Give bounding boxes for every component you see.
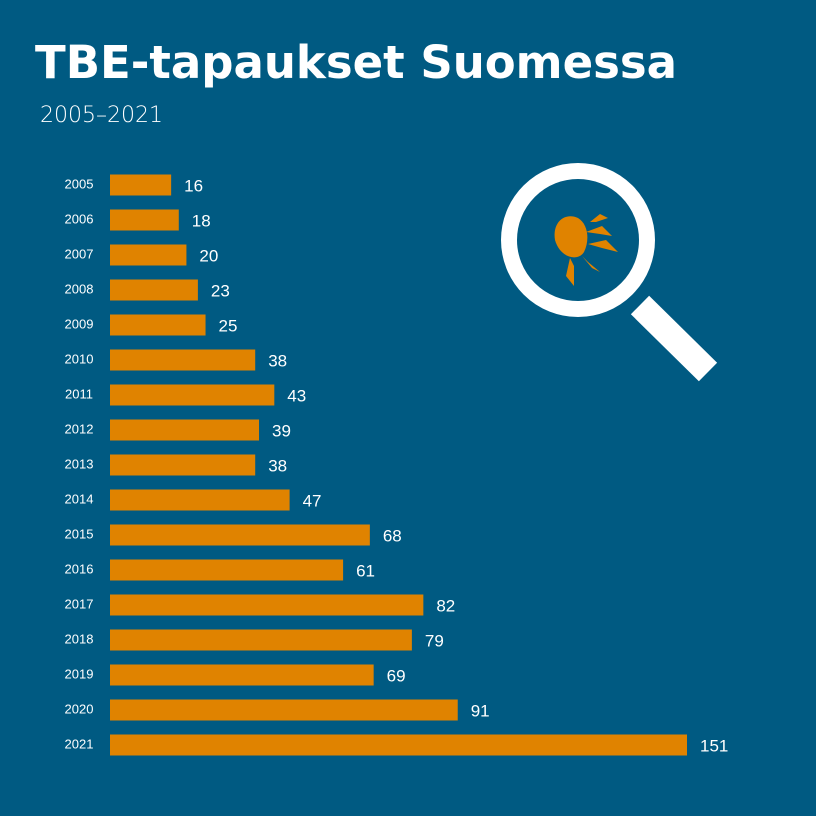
value-label: 43 — [287, 386, 306, 405]
y-tick-label: 2019 — [65, 666, 94, 681]
y-tick-label: 2017 — [65, 596, 94, 611]
value-label: 23 — [211, 281, 230, 300]
value-label: 25 — [219, 316, 238, 335]
bar — [110, 314, 206, 336]
chart-title: TBE-tapaukset Suomessa — [35, 36, 677, 89]
value-label: 38 — [268, 351, 287, 370]
tick-leg — [586, 226, 612, 236]
value-label: 79 — [425, 631, 444, 650]
bar — [110, 349, 256, 371]
value-label: 82 — [436, 596, 455, 615]
bar — [110, 489, 290, 511]
y-tick-label: 2010 — [65, 351, 94, 366]
y-tick-label: 2016 — [65, 561, 94, 576]
value-label: 151 — [700, 736, 728, 755]
bar — [110, 629, 412, 651]
y-tick-label: 2011 — [65, 386, 93, 401]
y-tick-label: 2021 — [65, 736, 94, 751]
value-label: 38 — [268, 456, 287, 475]
value-label: 47 — [303, 491, 322, 510]
bar — [110, 524, 370, 546]
tick-leg — [566, 258, 574, 286]
bar — [110, 209, 179, 231]
bar — [110, 699, 458, 721]
bar — [110, 244, 187, 266]
value-label: 20 — [199, 246, 218, 265]
y-tick-label: 2020 — [65, 701, 94, 716]
y-tick-label: 2012 — [65, 421, 94, 436]
value-label: 68 — [383, 526, 402, 545]
bar — [110, 734, 687, 756]
bar — [110, 419, 260, 441]
value-label: 39 — [272, 421, 291, 440]
magnifier-handle — [630, 295, 718, 382]
y-tick-label: 2006 — [65, 211, 94, 226]
y-tick-label: 2018 — [65, 631, 94, 646]
y-tick-label: 2009 — [65, 316, 94, 331]
bar — [110, 384, 275, 406]
y-tick-label: 2008 — [65, 281, 94, 296]
value-label: 16 — [184, 176, 203, 195]
bar — [110, 664, 374, 686]
y-tick-label: 2005 — [65, 176, 94, 191]
y-tick-label: 2007 — [65, 246, 94, 261]
y-tick-label: 2013 — [65, 456, 94, 471]
bar — [110, 559, 344, 581]
value-label: 61 — [356, 561, 375, 580]
tick-icon — [554, 214, 618, 286]
bar — [110, 454, 256, 476]
tick-body — [554, 216, 588, 258]
bar — [110, 279, 198, 301]
bar — [110, 594, 424, 616]
value-label: 91 — [471, 701, 490, 720]
bar — [110, 174, 172, 196]
magnifier-icon — [501, 163, 718, 382]
value-label: 18 — [192, 211, 211, 230]
tick-leg — [588, 240, 618, 252]
y-tick-label: 2014 — [65, 491, 94, 506]
tick-leg — [590, 214, 608, 222]
chart-subtitle: 2005–2021 — [40, 103, 163, 128]
value-label: 69 — [387, 666, 406, 685]
y-tick-label: 2015 — [65, 526, 94, 541]
